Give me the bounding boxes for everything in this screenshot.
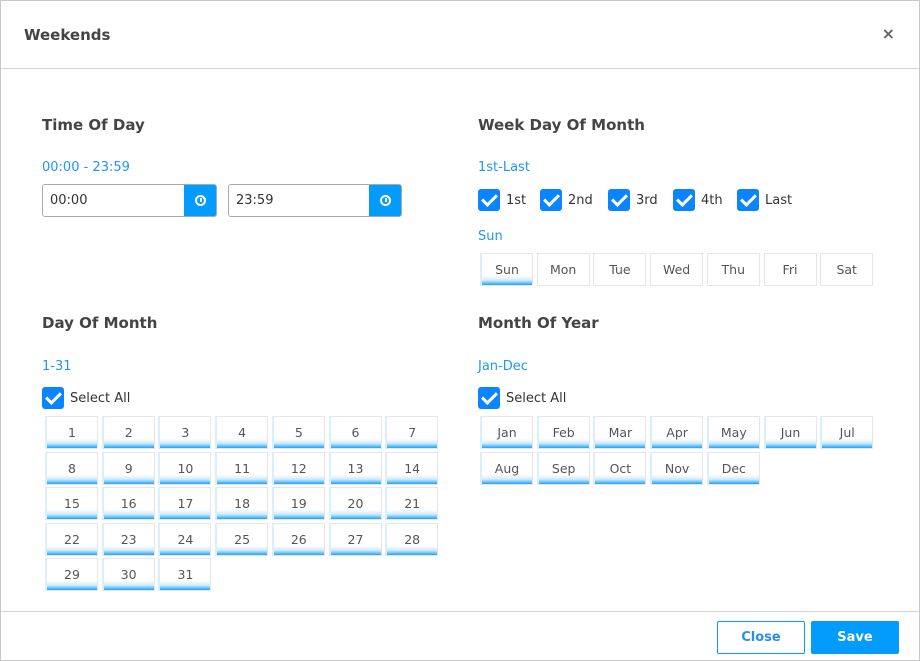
day-button[interactable]: 27 [328,522,382,556]
day-button[interactable]: 2 [101,416,155,449]
day-button[interactable]: 8 [45,451,98,485]
weekday-button[interactable]: Sun [480,253,533,286]
month-button[interactable]: Oct [593,451,647,485]
day-button[interactable]: 6 [328,416,382,449]
month-button[interactable]: Jul [820,416,874,449]
week-checkbox-last[interactable]: Last [737,189,792,211]
day-button[interactable]: 26 [271,522,325,556]
weekday-button[interactable]: Mon [536,253,590,286]
end-time-input[interactable] [229,185,371,216]
week-checkbox-label: 3rd [636,192,658,208]
day-button[interactable]: 19 [271,487,325,520]
start-time-input[interactable] [43,185,186,216]
week-checkbox-label: Last [765,192,793,208]
day-button[interactable]: 29 [45,558,98,591]
month-button[interactable]: Jun [763,416,817,449]
day-button[interactable]: 22 [45,522,98,556]
week-checkbox-4th[interactable]: 4th [673,189,723,211]
week-checkbox-1st[interactable]: 1st [478,189,526,211]
month-button[interactable]: Apr [650,416,704,449]
week-day-of-month-title: Week Day Of Month [478,116,645,134]
day-range-label: 1-31 [42,359,72,374]
day-button[interactable]: 1 [45,416,98,449]
weekday-button[interactable]: Wed [650,253,704,286]
day-button[interactable]: 25 [215,522,269,556]
day-of-month-title: Day Of Month [42,314,158,332]
clock-icon [379,195,391,206]
day-button[interactable]: 17 [158,487,212,520]
dialog-title: Weekends [24,26,111,44]
end-time-picker-button[interactable] [369,185,401,216]
week-checkbox-label: 4th [701,192,723,208]
week-range-label: 1st-Last [478,160,530,175]
day-button[interactable]: 10 [158,451,212,485]
month-button[interactable]: May [706,416,760,449]
month-button[interactable]: Feb [536,416,590,449]
checkbox-checked-icon [737,189,759,211]
start-time-field [42,184,217,217]
month-button[interactable]: Dec [706,451,760,485]
checkbox-checked-icon [478,387,500,409]
day-button[interactable]: 20 [328,487,382,520]
week-checkbox-2nd[interactable]: 2nd [540,189,593,211]
month-select-all-checkbox[interactable]: Select All [478,387,566,409]
week-checkbox-3rd[interactable]: 3rd [608,189,658,211]
day-button[interactable]: 4 [215,416,269,449]
weekday-button[interactable]: Thu [706,253,760,286]
day-button[interactable]: 15 [45,487,98,520]
day-button[interactable]: 16 [101,487,155,520]
month-range-label: Jan-Dec [478,359,528,374]
time-of-day-title: Time Of Day [42,116,145,134]
day-button[interactable]: 30 [101,558,155,591]
start-time-picker-button[interactable] [184,185,216,216]
time-range-label: 00:00 - 23:59 [42,160,130,175]
day-select-all-checkbox[interactable]: Select All [42,387,130,409]
month-button[interactable]: Mar [593,416,647,449]
dialog-footer: Close Save [1,611,919,661]
close-icon[interactable]: × [881,24,895,43]
month-select-all-label: Select All [506,390,567,406]
month-button[interactable]: Jan [480,416,533,449]
week-checkbox-label: 2nd [568,192,593,208]
save-button[interactable]: Save [811,621,899,654]
month-of-year-title: Month Of Year [478,314,599,332]
checkbox-checked-icon [478,189,500,211]
selected-days-label: Sun [478,229,503,244]
dialog-header: Weekends × [1,1,919,69]
clock-icon [194,195,206,206]
weekday-button[interactable]: Tue [593,253,647,286]
day-select-all-label: Select All [70,390,131,406]
day-button[interactable]: 7 [385,416,439,449]
weekday-button[interactable]: Sat [820,253,874,286]
day-button[interactable]: 11 [215,451,269,485]
day-button[interactable]: 18 [215,487,269,520]
day-button[interactable]: 5 [271,416,325,449]
checkbox-checked-icon [608,189,630,211]
day-button[interactable]: 28 [385,522,439,556]
weekday-button[interactable]: Fri [763,253,817,286]
day-button[interactable]: 14 [385,451,439,485]
end-time-field [228,184,402,217]
day-button[interactable]: 23 [101,522,155,556]
month-button[interactable]: Sep [536,451,590,485]
checkbox-checked-icon [42,387,64,409]
checkbox-checked-icon [540,189,562,211]
day-button[interactable]: 21 [385,487,439,520]
day-button[interactable]: 31 [158,558,212,591]
month-button[interactable]: Aug [480,451,533,485]
week-checkbox-label: 1st [506,192,527,208]
day-button[interactable]: 12 [271,451,325,485]
month-button[interactable]: Nov [650,451,704,485]
checkbox-checked-icon [673,189,695,211]
day-button[interactable]: 3 [158,416,212,449]
close-button[interactable]: Close [717,621,805,654]
day-button[interactable]: 24 [158,522,212,556]
day-button[interactable]: 9 [101,451,155,485]
day-button[interactable]: 13 [328,451,382,485]
